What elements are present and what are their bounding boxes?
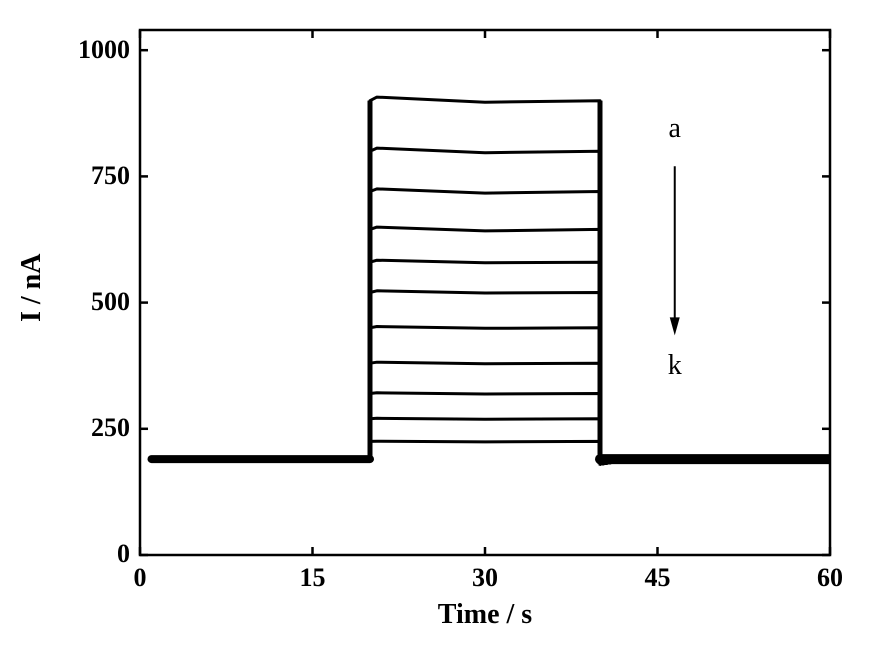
- annotation-label: k: [660, 350, 690, 382]
- x-axis-label: Time / s: [385, 599, 585, 631]
- y-tick-label: 0: [50, 539, 130, 569]
- x-tick-label: 45: [618, 563, 698, 593]
- chart-container: I / nA Time / s 01530456002505007501000a…: [0, 0, 873, 657]
- y-tick-label: 500: [50, 287, 130, 317]
- x-tick-label: 60: [790, 563, 870, 593]
- x-tick-label: 15: [273, 563, 353, 593]
- current-time-chart: [0, 0, 873, 657]
- annotation-label: a: [660, 113, 690, 145]
- x-tick-label: 30: [445, 563, 525, 593]
- y-axis-label: I / nA: [16, 262, 48, 322]
- y-tick-label: 250: [50, 413, 130, 443]
- y-tick-label: 750: [50, 161, 130, 191]
- y-tick-label: 1000: [50, 35, 130, 65]
